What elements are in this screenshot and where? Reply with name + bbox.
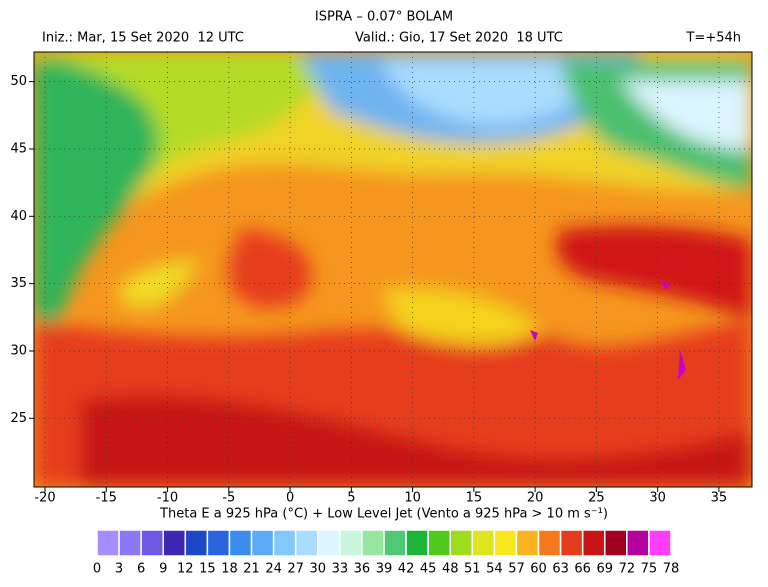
x-tick-label: -5 [222, 491, 235, 506]
x-tick-label: 10 [404, 491, 421, 506]
valid-time: Valid.: Gio, 17 Set 2020 18 UTC [355, 31, 563, 46]
title: ISPRA – 0.07° BOLAM [315, 10, 453, 25]
colorbar-label: 42 [398, 562, 415, 577]
colorbar-box [140, 529, 164, 557]
colorbar-label: 60 [530, 562, 547, 577]
lead-time: T=+54h [685, 31, 741, 46]
colorbar-box [96, 529, 120, 557]
colorbar-box [581, 529, 606, 557]
colorbar-box [604, 529, 628, 557]
init-time: Iniz.: Mar, 15 Set 2020 12 UTC [42, 31, 244, 46]
colorbar-box [162, 529, 187, 557]
colorbar-box [559, 529, 584, 557]
colorbar-label: 48 [442, 562, 459, 577]
colorbar-label: 0 [93, 562, 101, 577]
colorbar-label: 78 [663, 562, 680, 577]
colorbar-box [383, 529, 407, 557]
colorbar-box [361, 529, 385, 557]
y-tick-label: 25 [10, 411, 27, 426]
colorbar-box [294, 529, 319, 557]
colorbar-box [515, 529, 540, 557]
colorbar-label: 72 [619, 562, 636, 577]
colorbar-box [272, 529, 297, 557]
colorbar-box [648, 529, 672, 557]
x-tick-label: 35 [711, 491, 728, 506]
colorbar-label: 30 [309, 562, 326, 577]
colorbar-label: 24 [265, 562, 282, 577]
colorbar-label: 63 [552, 562, 569, 577]
colorbar-label: 9 [159, 562, 167, 577]
colorbar-label: 33 [332, 562, 349, 577]
x-tick-label: 25 [588, 491, 605, 506]
colorbar-box [537, 529, 562, 557]
colorbar-label: 69 [596, 562, 613, 577]
x-tick-label: -20 [34, 491, 55, 506]
x-tick-label: 0 [286, 491, 294, 506]
colorbar-box [427, 529, 451, 557]
colorbar-box [471, 529, 496, 557]
map-field [34, 52, 752, 487]
colorbar-label: 51 [464, 562, 481, 577]
colorbar-label: 18 [221, 562, 238, 577]
colorbar-box [118, 529, 142, 557]
colorbar-label: 66 [574, 562, 591, 577]
x-tick-label: 30 [649, 491, 666, 506]
colorbar-label: 21 [243, 562, 260, 577]
colorbar-label: 45 [420, 562, 437, 577]
colorbar-label: 27 [287, 562, 304, 577]
colorbar-box [250, 529, 275, 557]
map-frame [33, 51, 753, 488]
x-tick-label: 5 [347, 491, 355, 506]
colorbar-label: 57 [508, 562, 525, 577]
x-tick-label: -15 [96, 491, 117, 506]
colorbar-box [184, 529, 209, 557]
colorbar-box [228, 529, 253, 557]
colorbar-label: 75 [641, 562, 658, 577]
x-tick-label: 20 [527, 491, 544, 506]
colorbar-box [317, 529, 341, 557]
colorbar-label: 36 [354, 562, 371, 577]
y-tick-label: 45 [10, 141, 27, 156]
y-tick-label: 40 [10, 209, 27, 224]
colorbar-label: 15 [199, 562, 216, 577]
colorbar-box [405, 529, 429, 557]
x-tick-label: 15 [466, 491, 483, 506]
colorbar-box [206, 529, 231, 557]
x-tick-label: -10 [157, 491, 178, 506]
y-tick-label: 35 [10, 276, 27, 291]
colorbar-box [626, 529, 650, 557]
colorbar-box [339, 529, 363, 557]
caption: Theta E a 925 hPa (°C) + Low Level Jet (… [159, 507, 608, 522]
colorbar-box [449, 529, 474, 557]
colorbar-label: 3 [115, 562, 123, 577]
colorbar-label: 6 [137, 562, 145, 577]
colorbar-box [493, 529, 518, 557]
y-tick-label: 50 [10, 74, 27, 89]
colorbar-label: 54 [486, 562, 503, 577]
colorbar-label: 12 [177, 562, 194, 577]
colorbar-label: 39 [376, 562, 393, 577]
y-tick-label: 30 [10, 343, 27, 358]
